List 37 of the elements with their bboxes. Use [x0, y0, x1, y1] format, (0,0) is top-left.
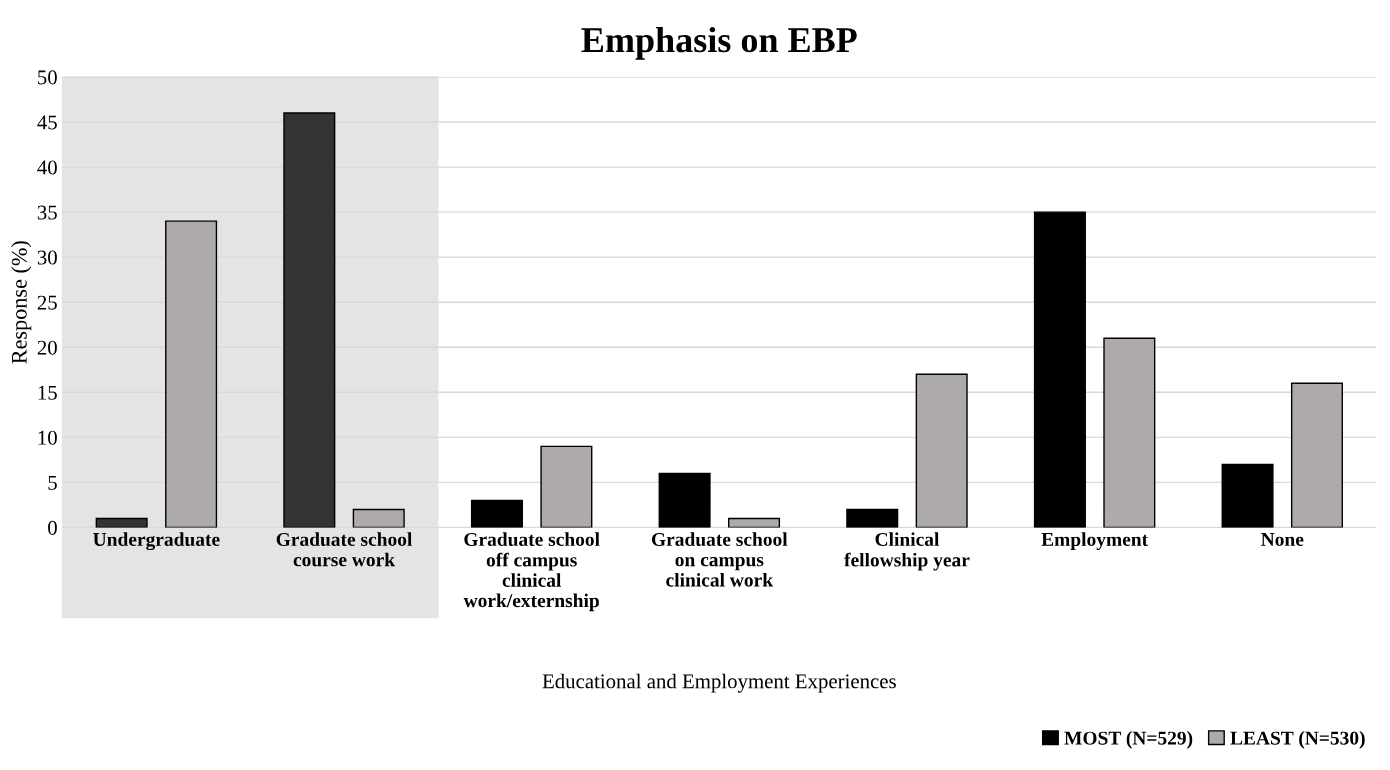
legend-label: LEAST (N=530) [1230, 731, 1365, 749]
bar [165, 220, 218, 528]
bar [540, 445, 593, 528]
bar [915, 373, 968, 528]
bar [95, 517, 148, 528]
legend-label: MOST (N=529) [1064, 731, 1193, 749]
y-tick-label: 45 [37, 115, 57, 130]
y-tick-label: 0 [48, 520, 57, 535]
bar [1103, 337, 1156, 528]
x-tick-label: Clinical fellowship year [844, 532, 970, 571]
y-tick-label: 35 [37, 205, 57, 220]
x-tick-label: Employment [1041, 532, 1149, 550]
x-tick-label: Undergraduate [93, 532, 220, 551]
y-tick-label: 50 [38, 70, 57, 85]
y-tick-label: 25 [37, 295, 57, 310]
bar [658, 472, 711, 528]
y-tick-label: 30 [37, 250, 57, 265]
y-tick-label: 10 [38, 430, 57, 445]
bar [470, 499, 523, 528]
x-axis-title: Educational and Employment Experiences [542, 673, 896, 693]
bar [1290, 382, 1344, 528]
x-tick-label: Graduate school off campus clinical work/externship [463, 532, 600, 612]
bar [283, 112, 336, 528]
bar [728, 517, 781, 528]
y-tick-label: 40 [37, 160, 57, 175]
y-tick-label: 20 [37, 340, 57, 355]
x-tick-label: Graduate school on campus clinical work [651, 532, 788, 587]
bar [846, 508, 899, 528]
x-tick-label: Graduate school course work [276, 532, 413, 567]
chart-title: Emphasis on EBP [581, 26, 857, 60]
bar [1221, 463, 1274, 528]
y-axis-title: Response (%) [11, 241, 32, 364]
y-tick-label: 5 [48, 475, 57, 490]
bar [352, 508, 405, 528]
bar [1033, 211, 1086, 528]
y-tick-label: 15 [38, 385, 57, 400]
x-tick-label: None [1261, 533, 1304, 546]
